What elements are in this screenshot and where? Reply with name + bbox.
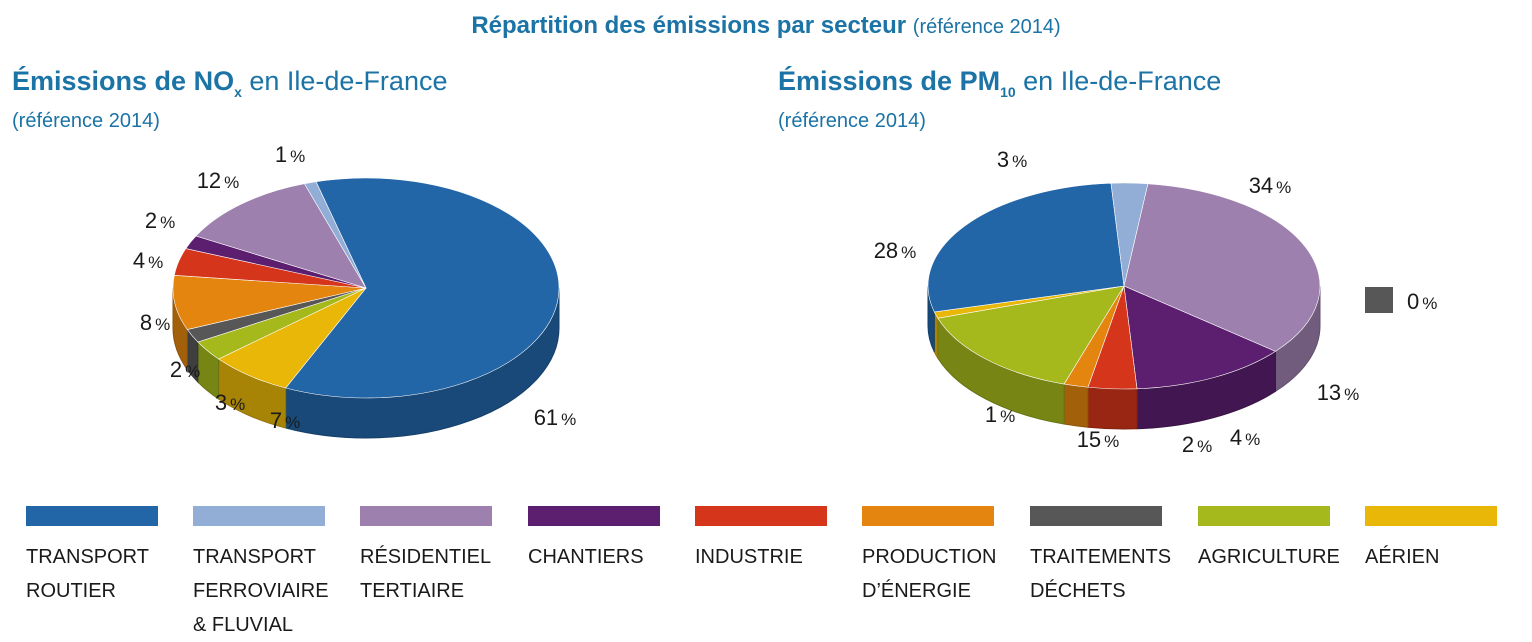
pm10-slice-chantiers [1123,285,1277,390]
legend-label-line: AÉRIEN [1365,546,1440,568]
legend-item-agriculture: AGRICULTURE [1198,506,1340,574]
legend-label: AÉRIEN [1365,540,1499,574]
nox-label-transport_ferroviaire: 1% [275,142,305,167]
nox-chart-title: Émissions de NOx en Ile-de-France [12,66,447,100]
legend-label: RÉSIDENTIEL TERTIAIRE [360,540,494,608]
legend-item-transport_routier: TRANSPORT ROUTIER [26,506,160,608]
legend-label: AGRICULTURE [1198,540,1340,574]
legend-label-line: PRODUCTION [862,546,997,568]
legend-swatch [1030,506,1162,526]
legend-label-line: TRANSPORT [193,546,316,568]
nox-slice-residentiel [195,183,367,289]
legend-label-line: INDUSTRIE [695,546,803,568]
legend-item-transport_ferroviaire: TRANSPORT FERROVIAIRE & FLUVIAL [193,506,329,642]
nox-label-transport_routier: 61% [534,405,577,430]
pm10-label-chantiers: 13% [1317,380,1360,405]
legend-label-line: DÉCHETS [1030,580,1126,602]
pm10-wall-production [1063,383,1089,428]
legend-label-line: TRANSPORT [26,546,149,568]
legend-label-line: & FLUVIAL [193,614,294,636]
nox-chart-subtitle: (référence 2014) [12,110,160,132]
legend-label-line: AGRICULTURE [1198,546,1340,568]
main-title: Répartition des émissions par secteur (r… [0,12,1532,40]
legend-item-production: PRODUCTION D’ÉNERGIE [862,506,996,608]
pm10-wall-aerien [933,311,939,360]
pm10-title-subscript: 10 [1000,84,1016,100]
nox-label-traitements: 2% [170,357,200,382]
pm10-label-residentiel: 34% [1249,173,1292,198]
pm10-slice-agriculture [937,285,1125,385]
legend-item-industrie: INDUSTRIE [695,506,829,574]
legend-label: TRANSPORT FERROVIAIRE & FLUVIAL [193,540,329,642]
pm10-slice-residentiel [1123,183,1321,352]
pm10-label-agriculture: 15% [1077,427,1120,452]
nox-label-aerien: 7% [270,408,300,433]
legend-label: TRANSPORT ROUTIER [26,540,160,608]
nox-slice-transport_routier [285,177,560,399]
nox-label-production: 8% [140,310,170,335]
pm10-label-aerien: 1% [985,402,1015,427]
legend-label: PRODUCTION D’ÉNERGIE [862,540,996,608]
legend-label: CHANTIERS [528,540,662,574]
nox-label-industrie: 4% [133,248,163,273]
pm10-label-transport_routier: 28% [874,238,917,263]
main-title-bold: Répartition des émissions par secteur [471,12,907,39]
pm10-label-industrie: 4% [1230,425,1260,450]
pm10-pie: 34 % 13 % 4 % 2 % 15 % 1 % 28 % 3 % 0% [874,147,1438,457]
pm10-slice-transport_ferroviaire [1110,182,1149,287]
pm10-title-bold: Émissions de PM [778,66,1001,96]
legend-swatch [695,506,827,526]
legend-item-residentiel: RÉSIDENTIEL TERTIAIRE [360,506,494,608]
nox-title-rest: en Ile-de-France [241,66,448,96]
nox-title-subscript: x [234,84,242,100]
legend-label-line: FERROVIAIRE [193,580,329,602]
legend-swatch [1365,506,1497,526]
pm10-slice-transport_routier [927,182,1125,313]
legend-item-aerien: AÉRIEN [1365,506,1499,574]
nox-label-chantiers: 2% [145,208,175,233]
pm10-chart-subtitle: (référence 2014) [778,110,926,132]
nox-slice-transport_ferroviaire [303,181,367,289]
legend-label-line: D’ÉNERGIE [862,580,971,602]
legend-label-line: TERTIAIRE [360,580,465,602]
pm10-wall-industrie [1087,386,1138,430]
nox-title-bold: Émissions de NO [12,66,235,96]
legend-label-line: CHANTIERS [528,546,644,568]
nox-slice-production [172,275,367,330]
nox-label-residentiel: 12% [197,168,240,193]
nox-label-agriculture: 3% [215,390,245,415]
pm10-label-transport_ferroviaire: 3% [997,147,1027,172]
legend-item-chantiers: CHANTIERS [528,506,662,574]
legend-swatch [1198,506,1330,526]
pm10-chart-title: Émissions de PM10 en Ile-de-France [778,66,1221,100]
legend-label: INDUSTRIE [695,540,829,574]
legend-swatch [862,506,994,526]
legend-swatch [360,506,492,526]
legend-item-traitements: TRAITEMENTS DÉCHETS [1030,506,1172,608]
legend-label-line: RÉSIDENTIEL [360,546,492,568]
pm10-label-traitements: 0% [1407,289,1437,314]
legend-label-line: ROUTIER [26,580,116,602]
pm10-label-production: 2% [1182,432,1212,457]
main-title-reference: (référence 2014) [912,16,1061,38]
legend-label-line: TRAITEMENTS [1030,546,1172,568]
legend-label: TRAITEMENTS DÉCHETS [1030,540,1172,608]
legend-swatch [528,506,660,526]
legend-swatch [26,506,158,526]
nox-pie: 61 %7 %3 %2 %8 %4 %2 %12 %1% [133,142,577,439]
legend-swatch [193,506,325,526]
pm10-zero-swatch-traitements [1365,287,1393,313]
pm10-title-rest: en Ile-de-France [1015,66,1222,96]
